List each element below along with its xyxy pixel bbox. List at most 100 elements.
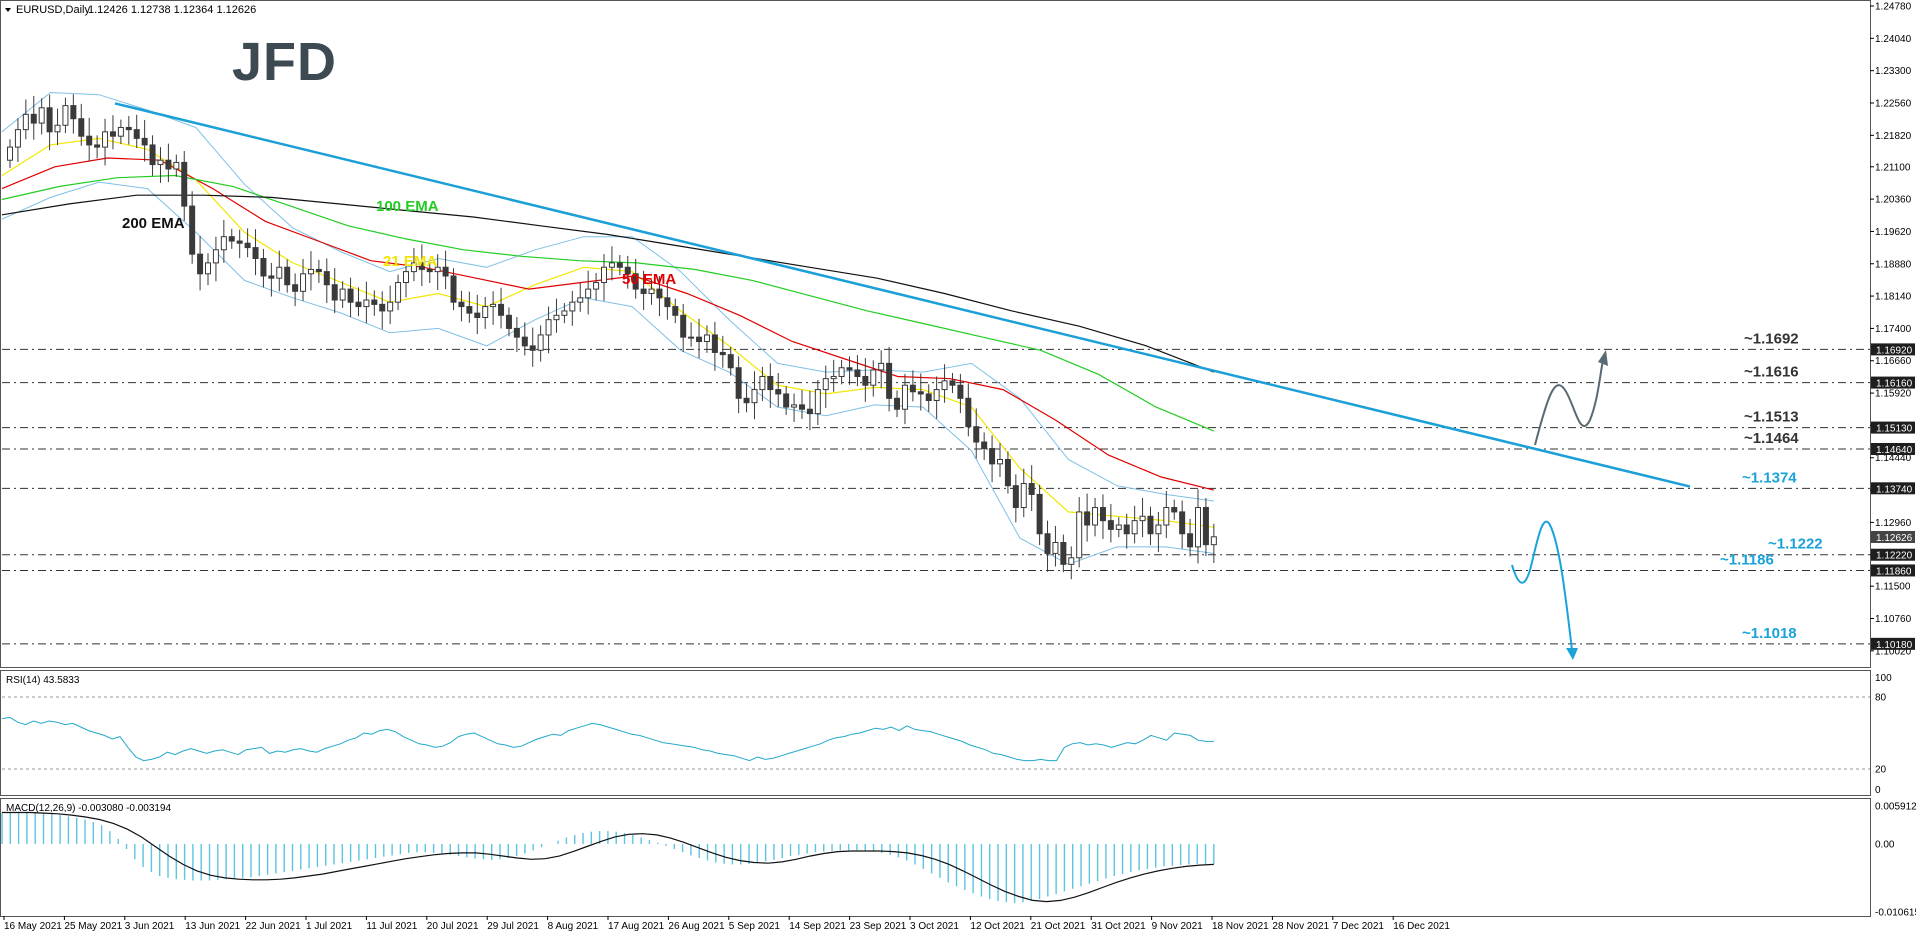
- date-tick-label: 11 Jul 2021: [366, 921, 417, 932]
- bear-candle: [315, 268, 322, 273]
- bear-candle: [86, 135, 93, 146]
- bear-candle: [1004, 458, 1011, 487]
- bear-candle: [1202, 507, 1209, 546]
- bear-candle: [1107, 520, 1114, 530]
- date-tick-label: 22 Jun 2021: [246, 921, 301, 932]
- candlesticks: [7, 94, 1217, 580]
- rsi-header: RSI(14) 43.5833: [6, 675, 80, 686]
- bear-candle: [656, 288, 663, 299]
- ema200-label: 200 EMA: [122, 215, 185, 232]
- bear-candle: [719, 351, 726, 356]
- bull-candle: [537, 334, 544, 351]
- bear-candle: [1084, 511, 1091, 526]
- bear-candle: [521, 336, 528, 347]
- price-tick-label: 1.15920: [1875, 389, 1912, 400]
- bear-candle: [244, 242, 251, 249]
- bear-candle: [513, 327, 520, 338]
- bear-candle: [949, 380, 956, 386]
- bear-candle: [1044, 533, 1051, 554]
- ema100-label: 100 EMA: [376, 198, 439, 215]
- bear-candle: [197, 253, 204, 275]
- bull-candle: [410, 262, 417, 273]
- bull-candle: [1163, 507, 1170, 526]
- bull-candle: [434, 266, 441, 273]
- bull-candle: [403, 271, 409, 284]
- level-label: ~1.1222: [1768, 536, 1823, 553]
- bear-candle: [228, 236, 235, 242]
- date-tick-label: 28 Nov 2021: [1272, 921, 1329, 932]
- bear-candle: [46, 107, 53, 133]
- current-price-tag: [1871, 530, 1915, 543]
- bear-candle: [260, 258, 267, 277]
- bull-candle: [759, 375, 766, 391]
- level-tag-text: 1.11860: [1876, 566, 1912, 577]
- bear-candle: [141, 137, 148, 146]
- bear-candle: [149, 144, 156, 166]
- level-tag: [1871, 376, 1915, 389]
- macd-panel: MACD(12,26,9) -0.003080 -0.003194 0.0059…: [1, 802, 1916, 919]
- price-tick-label: 1.18880: [1875, 259, 1912, 270]
- down-arrowhead: [1566, 648, 1578, 660]
- bear-candle: [894, 397, 901, 410]
- level-tag-text: 1.10180: [1876, 640, 1913, 651]
- bear-candle: [616, 262, 623, 268]
- trendline-group: [114, 102, 1691, 488]
- bull-candle: [791, 404, 798, 408]
- date-tick-label: 9 Nov 2021: [1152, 921, 1204, 932]
- bull-candle: [339, 288, 346, 301]
- bear-candle: [735, 367, 742, 399]
- macd-tick-label: 0.005912: [1875, 802, 1916, 813]
- bear-candle: [799, 404, 805, 410]
- bear-candle: [189, 205, 196, 255]
- bear-candle: [846, 367, 853, 371]
- date-tick-label: 18 Nov 2021: [1212, 921, 1269, 932]
- bear-candle: [529, 345, 536, 351]
- bull-candle: [1068, 557, 1075, 565]
- bull-candle: [941, 380, 948, 391]
- bull-candle: [482, 306, 489, 318]
- bear-candle: [854, 369, 861, 377]
- level-tag: [1871, 548, 1915, 561]
- bear-candle: [965, 397, 972, 428]
- up-arrowhead: [1598, 350, 1608, 366]
- date-tick-label: 16 May 2021: [4, 921, 62, 932]
- bear-candle: [181, 161, 188, 207]
- bull-candle: [545, 319, 552, 336]
- bear-candle: [680, 314, 687, 338]
- bullish-scenario-arrow: [1534, 359, 1604, 446]
- price-tick-label: 1.21100: [1875, 162, 1911, 173]
- ema-labels: 100 EMA 200 EMA 21 EMA 50 EMA: [122, 198, 676, 288]
- bull-candle: [22, 113, 29, 131]
- bear-candle: [640, 288, 647, 294]
- rsi-panel: RSI(14) 43.5833 100 80 20 0: [1, 673, 1892, 796]
- bull-candle: [1131, 520, 1138, 535]
- bull-candle: [751, 389, 758, 404]
- bear-candle: [30, 113, 37, 124]
- bear-candle: [466, 306, 473, 314]
- date-tick-label: 29 Jul 2021: [487, 921, 539, 932]
- bear-candle: [1012, 485, 1019, 509]
- bull-candle: [220, 236, 227, 251]
- bull-candle: [205, 262, 211, 275]
- bull-candle: [830, 375, 837, 380]
- bull-candle: [822, 378, 829, 391]
- price-tick-label: 1.17400: [1875, 324, 1912, 335]
- macd-tick-label: 0.00: [1875, 839, 1895, 850]
- bull-candle: [1115, 524, 1122, 530]
- bear-candle: [767, 375, 774, 391]
- date-tick-label: 1 Jul 2021: [306, 921, 353, 932]
- price-tick-label: 1.24780: [1875, 2, 1912, 13]
- price-tick-label: 1.21820: [1875, 131, 1912, 142]
- bull-candle: [1052, 541, 1059, 554]
- date-tick-label: 16 Dec 2021: [1393, 921, 1450, 932]
- bear-candle: [1147, 515, 1154, 535]
- bear-candle: [284, 266, 291, 286]
- upper-band: [1, 91, 1214, 502]
- bear-candle: [450, 275, 457, 303]
- date-tick-label: 14 Sep 2021: [789, 921, 846, 932]
- macd-header: MACD(12,26,9) -0.003080 -0.003194: [6, 803, 172, 814]
- bull-candle: [569, 301, 576, 312]
- bollinger-bands: [1, 91, 1214, 565]
- ema21-line: [1, 137, 1214, 528]
